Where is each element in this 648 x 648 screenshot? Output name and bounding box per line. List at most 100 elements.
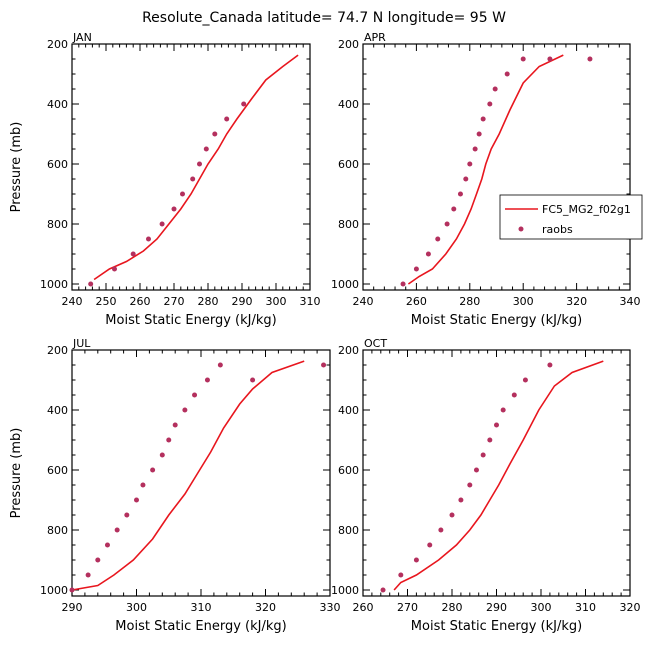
raobs-point [203,146,209,152]
raobs-point [435,236,441,242]
raobs-point [250,377,256,383]
raobs-point [457,191,463,197]
x-tick-label: 310 [191,601,212,614]
raobs-point [400,281,406,287]
raobs-point [547,362,553,368]
y-tick-label: 600 [338,158,359,171]
x-tick-label: 330 [320,601,341,614]
y-tick-label: 600 [47,464,68,477]
raobs-point [547,56,553,62]
raobs-point [150,467,156,473]
raobs-point [398,572,404,578]
raobs-point [241,101,247,107]
y-axis-label: Pressure (mb) [9,428,24,519]
plot-frame [362,349,631,597]
x-tick-label: 240 [353,295,374,308]
x-tick-label: 290 [62,601,83,614]
x-tick-label: 300 [513,295,534,308]
raobs-point [451,206,457,212]
raobs-point [192,392,198,398]
x-tick-label: 340 [620,295,641,308]
x-tick-label: 320 [566,295,587,308]
panel-label: JUL [72,337,91,350]
x-tick-label: 270 [397,601,418,614]
x-axis-label: Moist Static Energy (kJ/kg) [115,619,286,634]
x-axis-label: Moist Static Energy (kJ/kg) [411,619,582,634]
panel-apr: APR 240 260 280 300 320 340 200 400 600 800 1000 Moi… [331,31,641,328]
panel-oct: OCT 260 270 280 290 300 310 320 200 400 600 800 1000… [331,337,641,634]
x-tick-label: 320 [255,601,276,614]
x-tick-label: 260 [406,295,427,308]
y-tick-label: 400 [338,98,359,111]
raobs-point [480,452,486,458]
raobs-point [130,251,136,257]
raobs-point [480,116,486,122]
raobs-point [134,497,139,503]
panel-jan: JAN 240 250 260 270 280 290 300 310 200 400 600 800 1… [9,31,321,328]
raobs-point [487,101,493,107]
raobs-point [380,587,386,593]
raobs-point [171,206,177,212]
panel-label: JAN [72,31,92,44]
x-tick-label: 310 [575,601,596,614]
y-tick-label: 400 [47,404,68,417]
x-axis-label: Moist Static Energy (kJ/kg) [411,313,582,328]
raobs-point [212,131,218,137]
raobs-point [204,377,210,383]
raobs-point [124,512,130,518]
y-tick-label: 400 [47,98,68,111]
y-tick-label: 1000 [40,584,68,597]
legend-marker-swatch [518,226,524,232]
raobs-point [140,482,146,488]
raobs-point [458,497,464,503]
raobs-point [180,191,185,197]
y-tick-label: 200 [47,344,68,357]
y-tick-label: 400 [338,404,359,417]
raobs-point [522,377,528,383]
raobs-point [444,221,450,227]
raobs-point [511,392,517,398]
x-tick-label: 250 [96,295,117,308]
x-tick-label: 320 [620,601,641,614]
raobs-point [587,56,593,62]
raobs-point [88,281,94,287]
y-tick-label: 600 [47,158,68,171]
raobs-point [467,161,473,167]
plot-frame [71,349,331,597]
y-tick-label: 1000 [331,584,359,597]
y-tick-label: 800 [338,218,359,231]
y-tick-label: 200 [338,38,359,51]
raobs-point [463,176,469,182]
plot-frame [362,43,631,291]
raobs-point [494,422,499,428]
raobs-point [69,587,75,593]
raobs-point [159,221,165,227]
raobs-point [146,236,151,242]
raobs-point [114,527,120,533]
y-tick-label: 200 [338,344,359,357]
x-tick-label: 270 [164,295,185,308]
y-tick-label: 800 [47,218,68,231]
y-tick-label: 600 [338,464,359,477]
model-series-line [93,54,299,281]
raobs-point [95,557,101,563]
plot-frame [71,43,311,291]
y-tick-label: 200 [47,38,68,51]
raobs-point [449,512,455,518]
x-tick-label: 290 [232,295,253,308]
y-tick-label: 1000 [40,278,68,291]
x-tick-label: 310 [300,295,321,308]
raobs-point [473,467,479,473]
legend-box [499,194,643,240]
raobs-point [224,116,230,122]
panel-jul: JUL 290 300 310 320 330 200 400 600 800 1000 Moist … [9,337,341,634]
raobs-point [425,251,431,257]
panel-label: APR [364,31,386,44]
x-tick-label: 300 [266,295,287,308]
raobs-point [413,557,419,563]
raobs-point [467,482,473,488]
x-tick-label: 280 [198,295,219,308]
model-series-line [407,54,564,285]
x-tick-label: 300 [126,601,147,614]
